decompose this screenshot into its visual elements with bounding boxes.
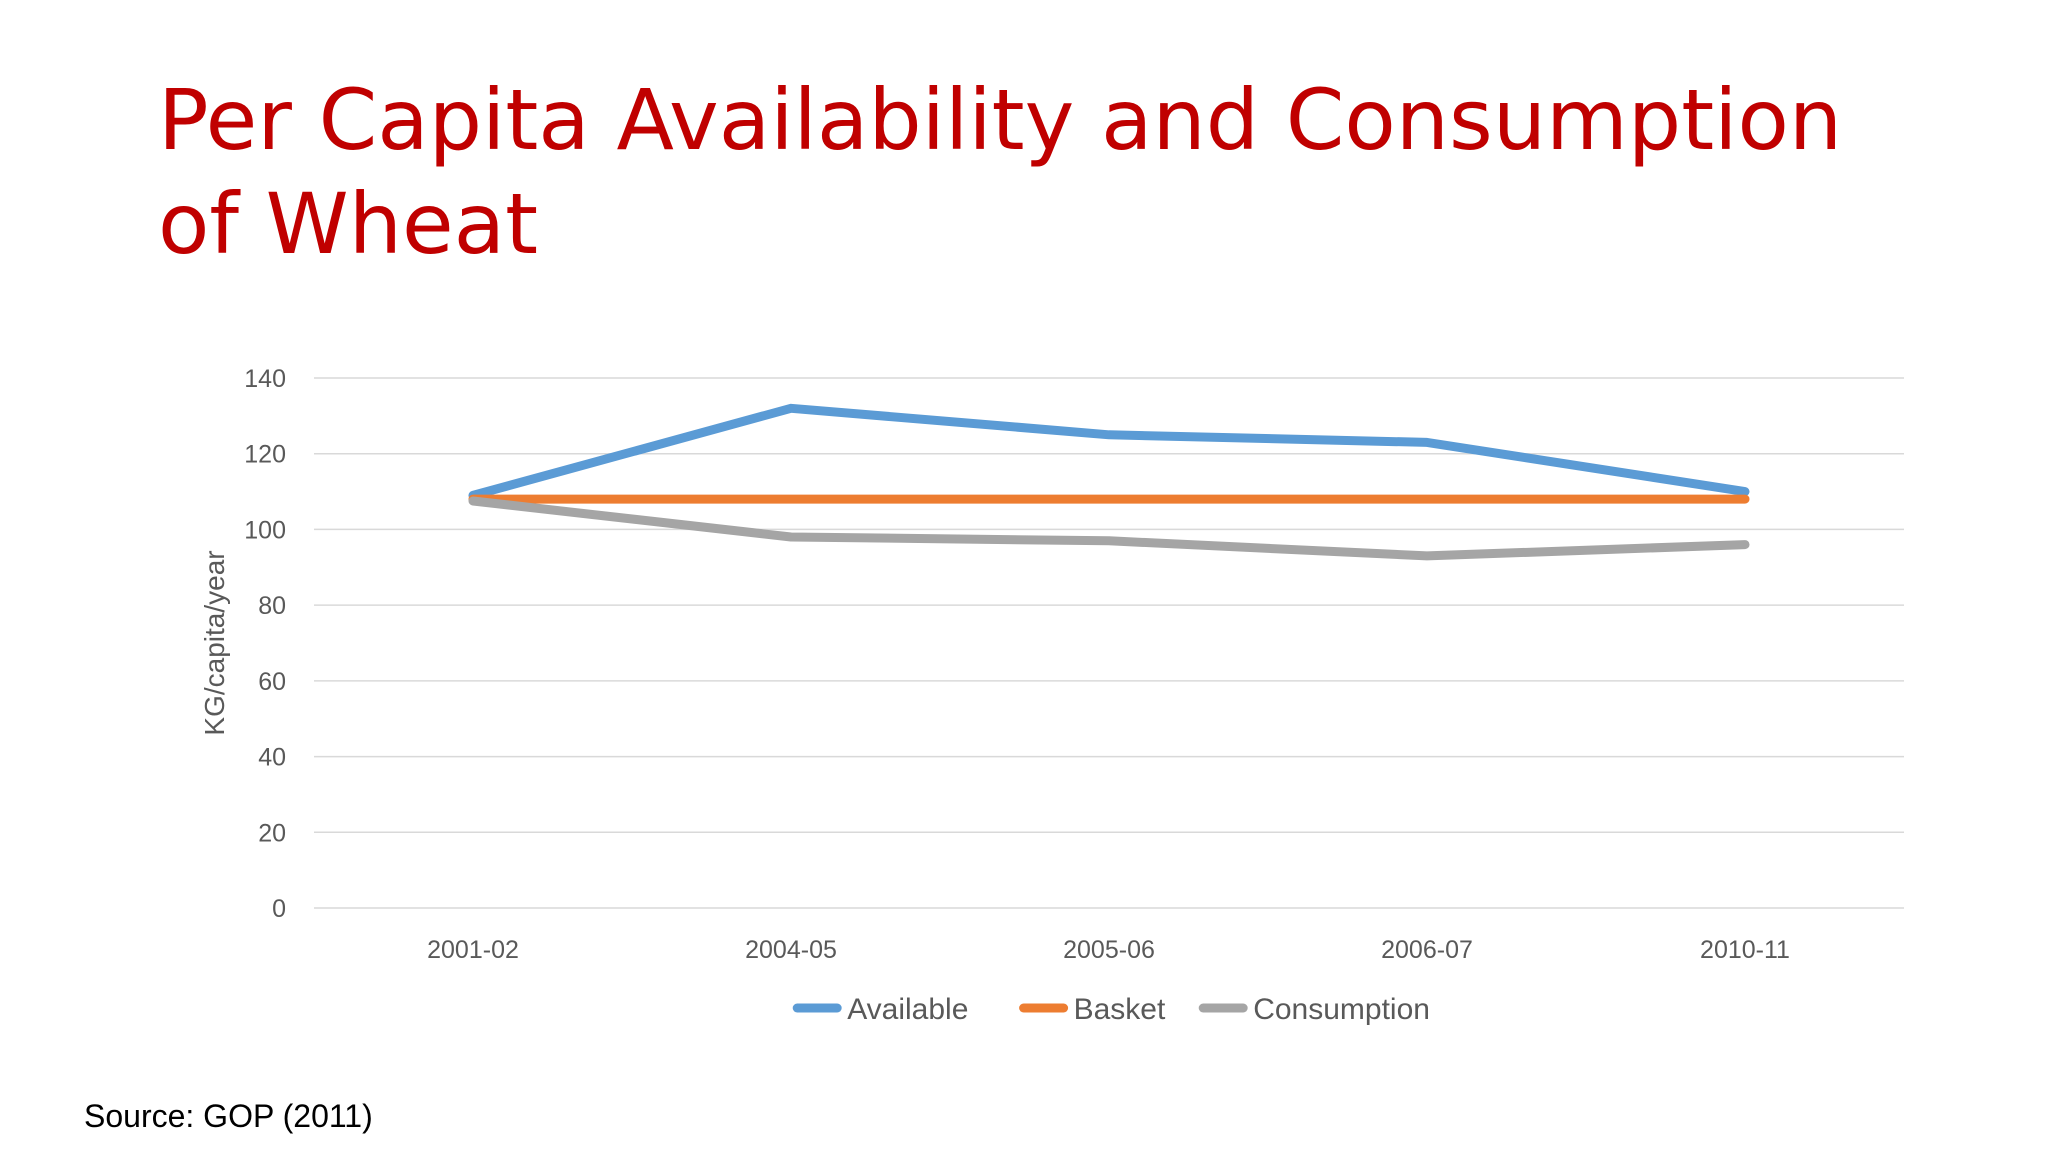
x-axis-ticks: 2001-02 2004-05 2005-06 2006-07 2010-11 (427, 936, 1790, 964)
y-tick-label: 140 (244, 365, 286, 393)
legend-label: Consumption (1253, 993, 1430, 1026)
source-note: Source: GOP (2011) (84, 1098, 373, 1134)
series-line-available (468, 403, 1750, 500)
series-lines (468, 403, 1750, 561)
y-axis-label: KG/capita/year (199, 550, 230, 735)
x-tick-label: 2005-06 (1063, 936, 1155, 964)
y-tick-label: 60 (258, 668, 286, 696)
x-tick-label: 2006-07 (1381, 936, 1473, 964)
y-tick-label: 80 (258, 592, 286, 620)
series-line-consumption (468, 496, 1750, 561)
x-tick-label: 2001-02 (427, 936, 519, 964)
x-tick-label: 2004-05 (745, 936, 837, 964)
x-tick-label: 2010-11 (1700, 936, 1790, 964)
y-tick-label: 100 (244, 516, 286, 544)
y-tick-label: 40 (258, 744, 286, 772)
y-tick-label: 20 (258, 819, 286, 847)
y-tick-label: 0 (272, 895, 286, 923)
legend-label: Available (847, 993, 968, 1026)
y-axis-ticks: 0 20 40 60 80 100 120 140 (244, 365, 286, 923)
gridlines (314, 377, 1904, 909)
slide-title: Per Capita Availability and Consumption … (158, 71, 1843, 273)
y-tick-label: 120 (244, 441, 286, 469)
legend-label: Basket (1074, 993, 1166, 1026)
legend: Available Basket Consumption (792, 993, 1430, 1026)
